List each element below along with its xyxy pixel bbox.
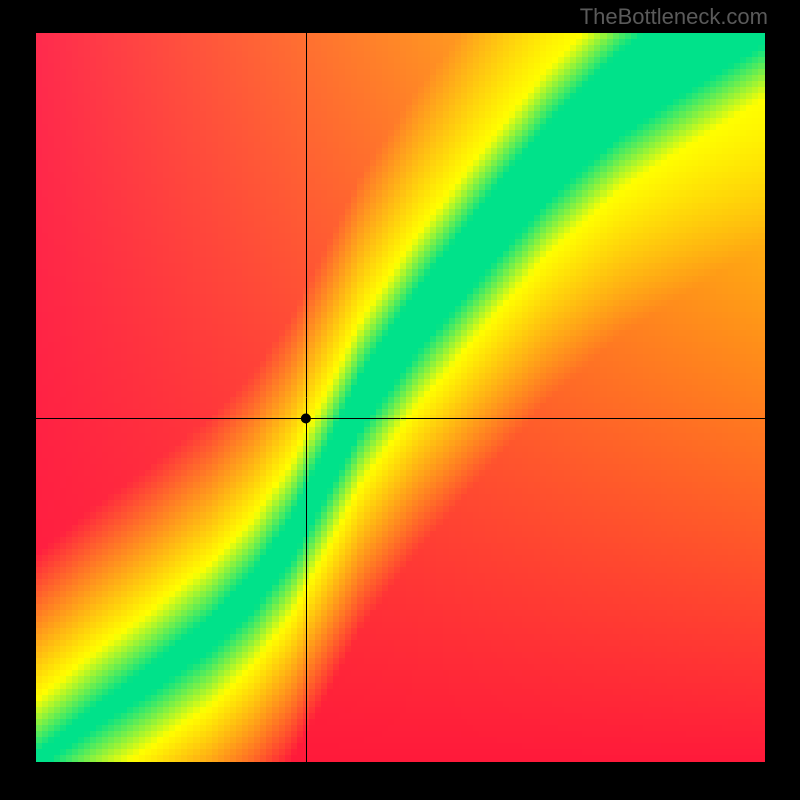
chart-frame: { "watermark": { "text": "TheBottleneck.…: [0, 0, 800, 800]
watermark-text: TheBottleneck.com: [580, 4, 768, 30]
heatmap-canvas: [36, 33, 765, 762]
plot-area: [36, 33, 765, 762]
